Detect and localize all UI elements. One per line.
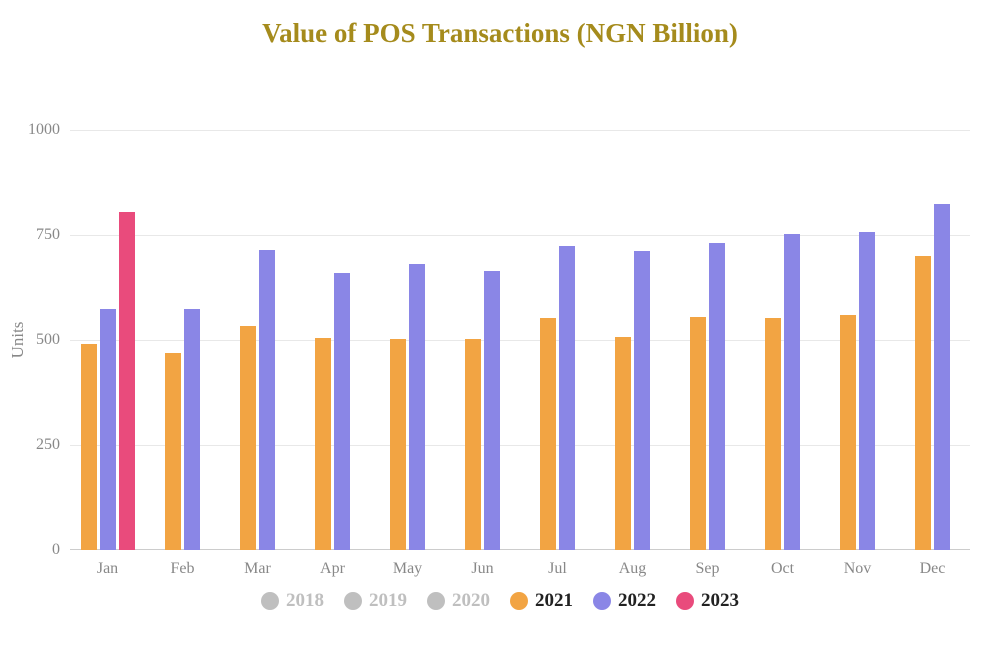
bar-2021[interactable] (390, 339, 406, 550)
y-tick-label: 1000 (28, 121, 60, 139)
legend-swatch (344, 592, 362, 610)
month-group: Oct (745, 130, 820, 550)
bar-2022[interactable] (784, 234, 800, 550)
legend-item-2021[interactable]: 2021 (510, 590, 573, 612)
legend-swatch (676, 592, 694, 610)
legend-swatch (427, 592, 445, 610)
x-tick-label: Sep (696, 560, 720, 578)
legend-swatch (261, 592, 279, 610)
month-group: Jun (445, 130, 520, 550)
legend-swatch (593, 592, 611, 610)
legend-item-2019[interactable]: 2019 (344, 590, 407, 612)
bar-2022[interactable] (409, 264, 425, 550)
x-tick-label: Feb (171, 560, 195, 578)
month-group: Feb (145, 130, 220, 550)
legend-label: 2021 (535, 590, 573, 612)
bar-2021[interactable] (81, 344, 97, 550)
x-tick-label: Jun (471, 560, 493, 578)
x-tick-label: Jul (548, 560, 567, 578)
legend-item-2018[interactable]: 2018 (261, 590, 324, 612)
bar-2021[interactable] (240, 326, 256, 550)
x-tick-label: Oct (771, 560, 794, 578)
bar-2021[interactable] (165, 353, 181, 550)
y-tick-label: 0 (52, 541, 60, 559)
bar-2021[interactable] (915, 256, 931, 550)
month-group: Nov (820, 130, 895, 550)
chart-container: Value of POS Transactions (NGN Billion) … (0, 0, 1000, 667)
x-tick-label: Aug (619, 560, 647, 578)
x-tick-label: May (393, 560, 422, 578)
legend-label: 2019 (369, 590, 407, 612)
y-axis-title: Units (8, 322, 28, 359)
month-group: May (370, 130, 445, 550)
bar-2022[interactable] (634, 251, 650, 550)
bar-2022[interactable] (184, 309, 200, 550)
month-group: Sep (670, 130, 745, 550)
bar-2022[interactable] (100, 309, 116, 550)
bar-2021[interactable] (840, 315, 856, 550)
bar-2022[interactable] (709, 243, 725, 550)
bar-2022[interactable] (934, 204, 950, 551)
chart-title: Value of POS Transactions (NGN Billion) (0, 0, 1000, 59)
month-group: Jul (520, 130, 595, 550)
bar-2021[interactable] (765, 318, 781, 550)
x-tick-label: Jan (97, 560, 118, 578)
bar-2022[interactable] (484, 271, 500, 550)
legend-item-2023[interactable]: 2023 (676, 590, 739, 612)
x-tick-label: Mar (244, 560, 271, 578)
bar-2022[interactable] (859, 232, 875, 550)
x-tick-label: Dec (920, 560, 946, 578)
legend: 2018 2019 2020 2021 2022 2023 (0, 590, 1000, 615)
bar-2021[interactable] (690, 317, 706, 550)
legend-swatch (510, 592, 528, 610)
bar-2022[interactable] (559, 246, 575, 551)
y-tick-label: 750 (36, 226, 60, 244)
legend-item-2022[interactable]: 2022 (593, 590, 656, 612)
month-group: Jan (70, 130, 145, 550)
bar-2021[interactable] (465, 339, 481, 550)
bar-2021[interactable] (540, 318, 556, 550)
y-tick-label: 500 (36, 331, 60, 349)
month-group: Apr (295, 130, 370, 550)
bar-2022[interactable] (334, 273, 350, 550)
legend-item-2020[interactable]: 2020 (427, 590, 490, 612)
y-tick-label: 250 (36, 436, 60, 454)
bar-2023[interactable] (119, 212, 135, 550)
month-group: Mar (220, 130, 295, 550)
bar-2021[interactable] (315, 338, 331, 550)
x-tick-label: Apr (320, 560, 345, 578)
x-tick-label: Nov (844, 560, 872, 578)
plot-area: Units 02505007501000JanFebMarAprMayJunJu… (70, 130, 970, 550)
bar-2021[interactable] (615, 337, 631, 550)
month-group: Dec (895, 130, 970, 550)
legend-label: 2022 (618, 590, 656, 612)
legend-label: 2020 (452, 590, 490, 612)
bar-2022[interactable] (259, 250, 275, 550)
legend-label: 2018 (286, 590, 324, 612)
legend-label: 2023 (701, 590, 739, 612)
month-group: Aug (595, 130, 670, 550)
